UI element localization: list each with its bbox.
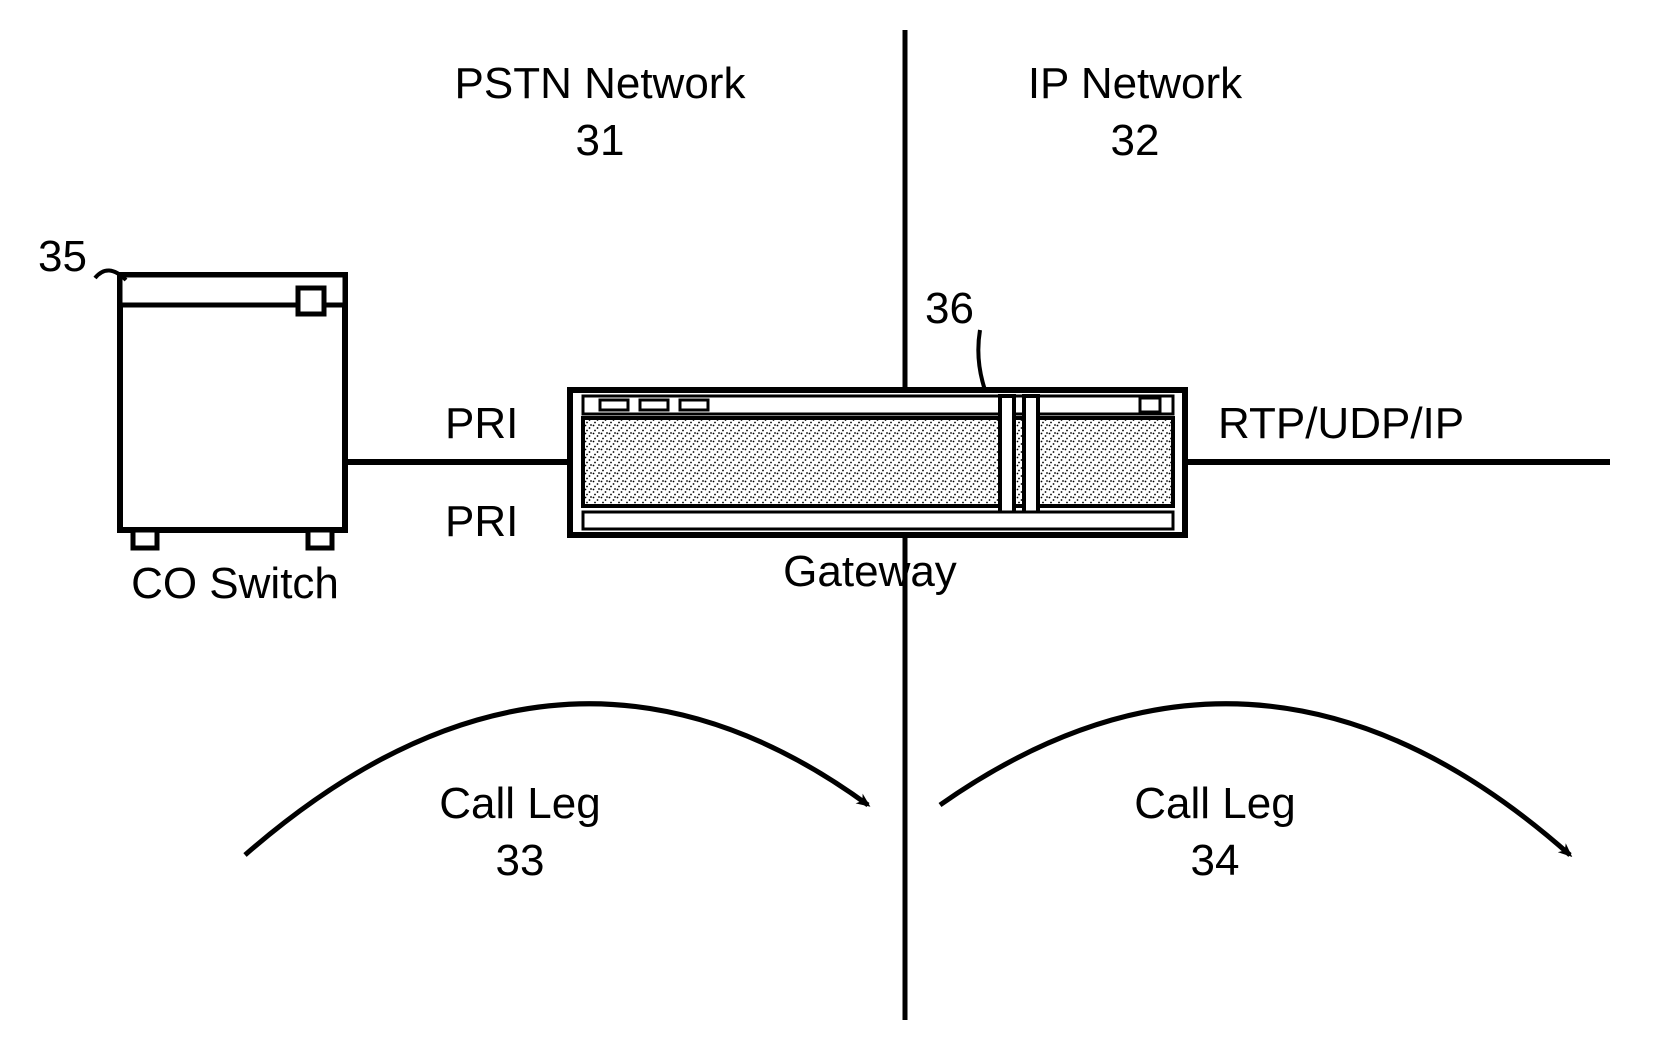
gateway-device bbox=[570, 330, 1185, 535]
co-switch-caption: CO Switch bbox=[115, 555, 355, 612]
gateway-caption: Gateway bbox=[760, 543, 980, 600]
call-leg-left-number: 33 bbox=[496, 836, 545, 885]
ref-35: 35 bbox=[38, 228, 87, 285]
co-switch-device bbox=[95, 270, 345, 548]
pstn-title-text: PSTN Network bbox=[455, 59, 746, 108]
ip-protocol-label: RTP/UDP/IP bbox=[1218, 395, 1464, 452]
call-leg-right-text: Call Leg bbox=[1134, 779, 1295, 828]
ip-region-title: IP Network 32 bbox=[985, 55, 1285, 169]
ref-36: 36 bbox=[925, 280, 974, 337]
call-leg-right: Call Leg 34 bbox=[1085, 775, 1345, 889]
call-leg-left-text: Call Leg bbox=[439, 779, 600, 828]
pri-label-top: PRI bbox=[445, 395, 518, 452]
ip-title-number: 32 bbox=[1111, 116, 1160, 165]
network-diagram-svg bbox=[0, 0, 1672, 1051]
pri-label-bottom: PRI bbox=[445, 493, 518, 550]
call-leg-left: Call Leg 33 bbox=[390, 775, 650, 889]
ip-title-text: IP Network bbox=[1028, 59, 1242, 108]
pstn-region-title: PSTN Network 31 bbox=[430, 55, 770, 169]
pstn-title-number: 31 bbox=[576, 116, 625, 165]
call-leg-right-number: 34 bbox=[1191, 836, 1240, 885]
